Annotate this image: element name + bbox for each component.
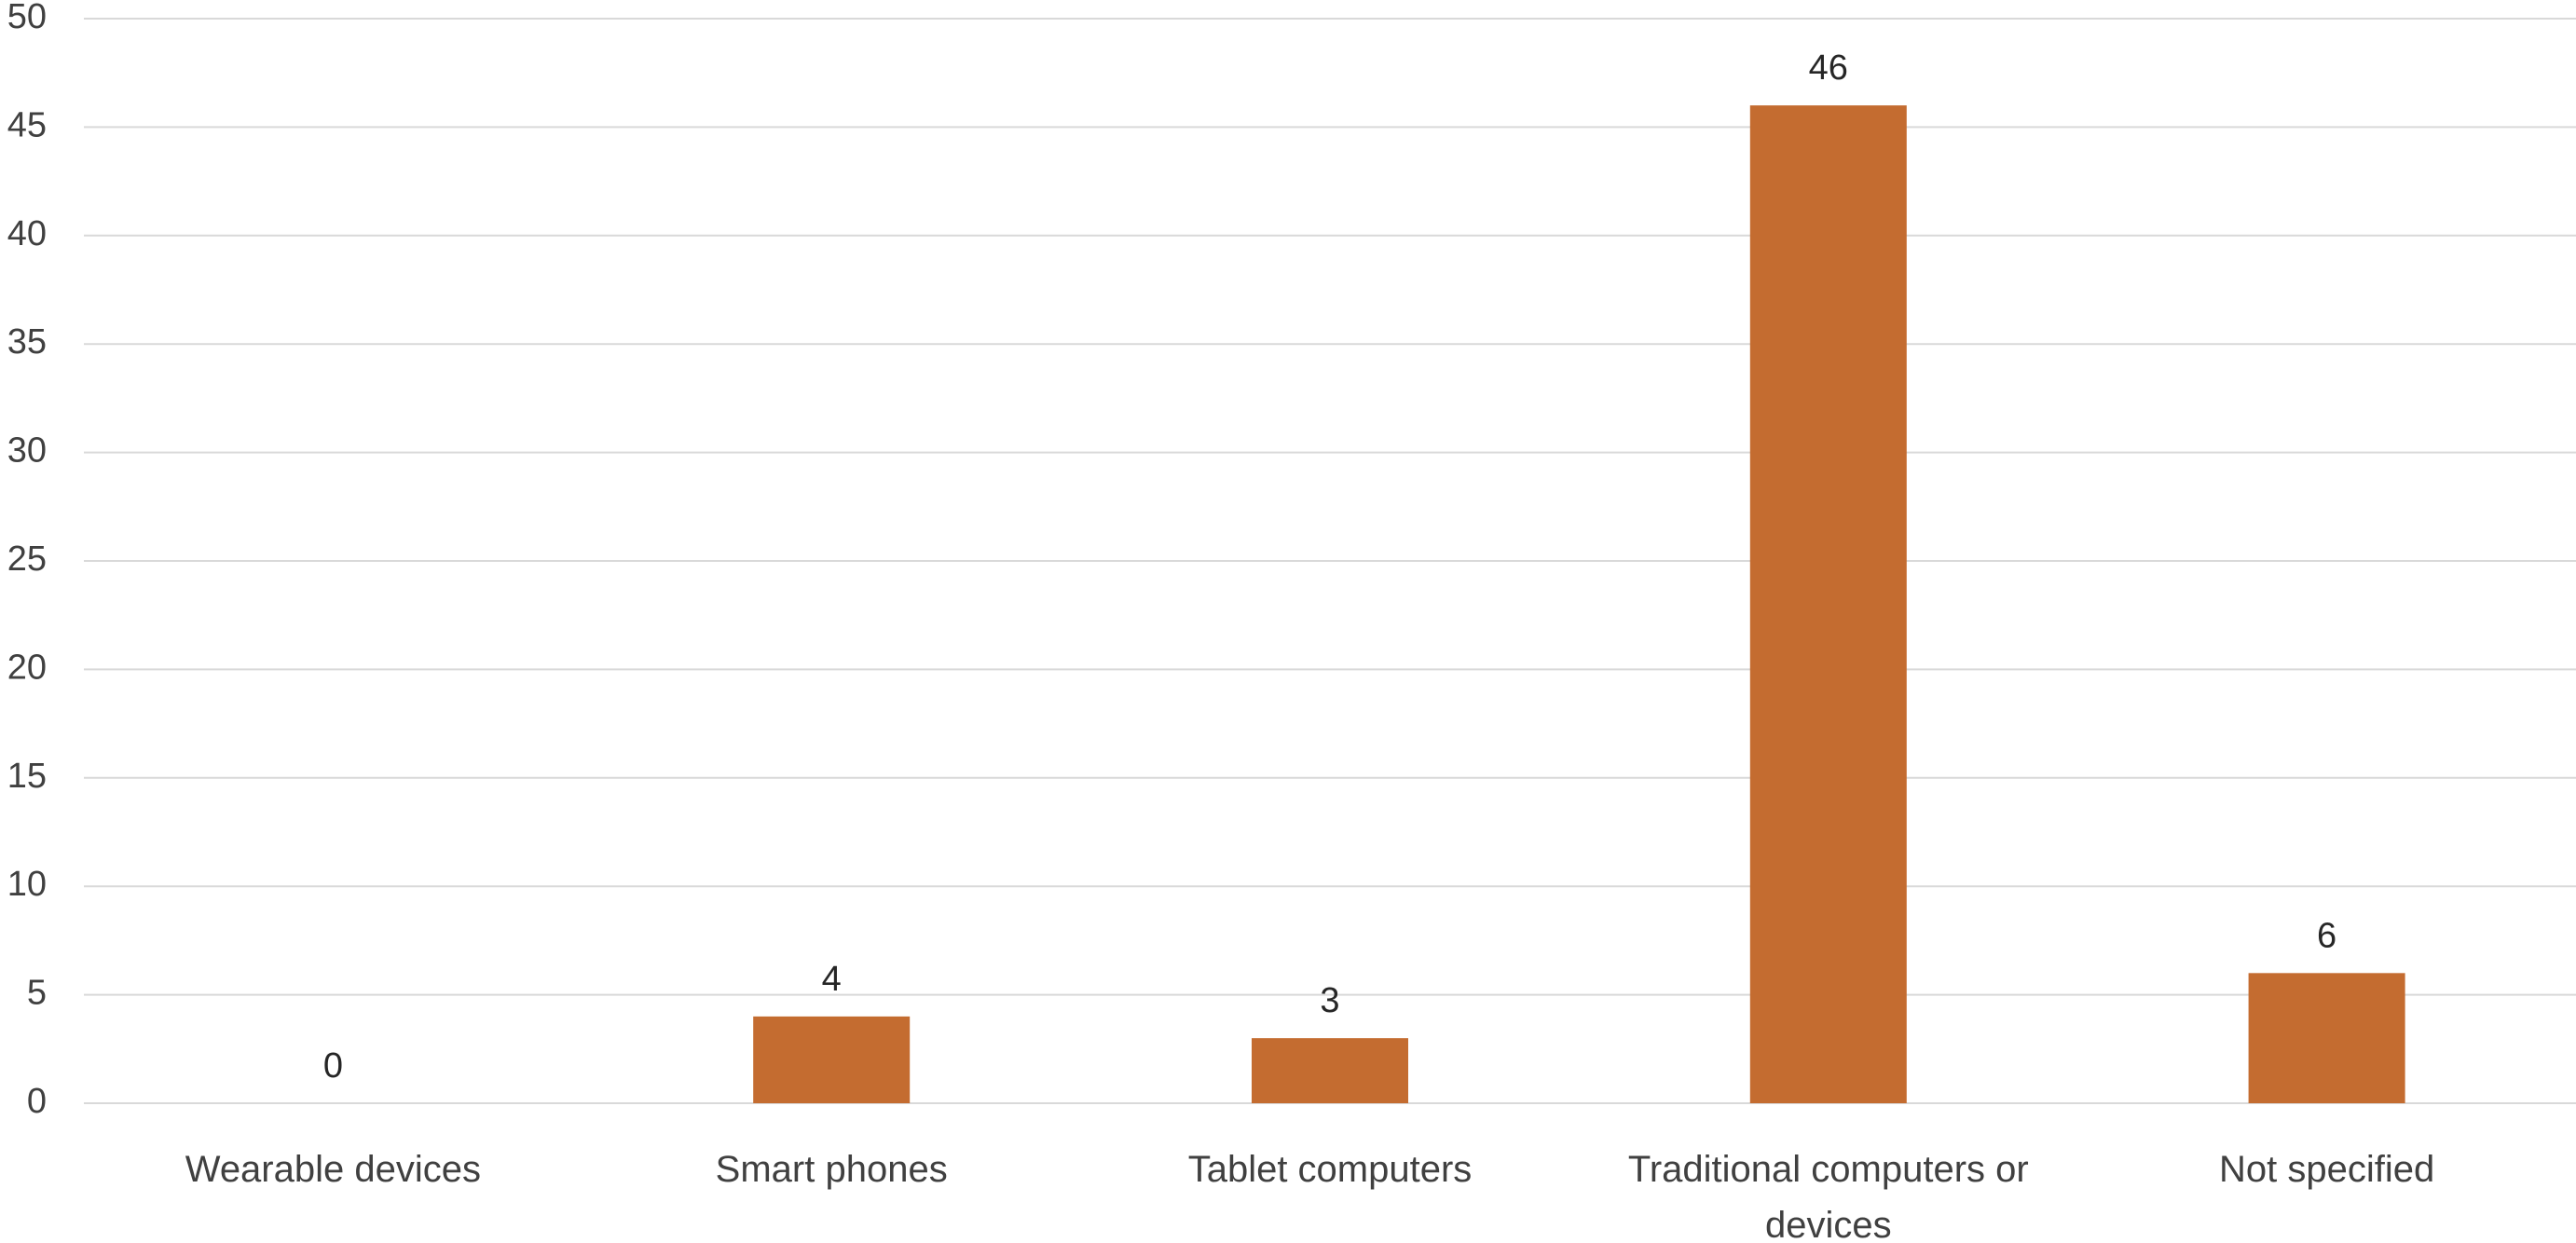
gridlines bbox=[84, 18, 2576, 1104]
y-tick-label: 50 bbox=[7, 0, 47, 36]
x-category-label-line: devices bbox=[1765, 1205, 1892, 1243]
bar bbox=[1252, 1038, 1408, 1103]
x-axis-category-labels: Wearable devices Smart phones Tablet compu… bbox=[185, 1149, 2434, 1243]
data-label: 46 bbox=[1809, 48, 1848, 88]
y-tick-label: 20 bbox=[7, 648, 47, 687]
data-label: 4 bbox=[822, 960, 842, 999]
bars bbox=[753, 105, 2405, 1104]
y-tick-label: 30 bbox=[7, 431, 47, 471]
y-tick-label: 10 bbox=[7, 865, 47, 904]
bar bbox=[753, 1016, 911, 1103]
x-category-label-line: Tablet computers bbox=[1188, 1149, 1473, 1190]
y-tick-label: 45 bbox=[7, 105, 47, 144]
x-category-label: Wearable devices bbox=[185, 1149, 481, 1190]
bar bbox=[2248, 973, 2405, 1103]
data-label: 3 bbox=[1320, 981, 1339, 1020]
x-category-label-line: Wearable devices bbox=[185, 1149, 481, 1190]
data-labels: 0 4 3 46 6 bbox=[323, 48, 2336, 1086]
y-tick-label: 25 bbox=[7, 540, 47, 579]
x-category-label-line: Traditional computers or bbox=[1628, 1149, 2029, 1190]
x-category-label: Smart phones bbox=[716, 1149, 948, 1190]
x-category-label: Traditional computers or devices bbox=[1628, 1149, 2029, 1243]
y-axis-tick-labels: 0 5 10 15 20 25 30 35 40 45 50 bbox=[7, 0, 47, 1121]
y-tick-label: 40 bbox=[7, 214, 47, 253]
x-category-label: Tablet computers bbox=[1188, 1149, 1473, 1190]
x-category-label-line: Smart phones bbox=[716, 1149, 948, 1190]
y-tick-label: 15 bbox=[7, 757, 47, 796]
x-category-label-line: Not specified bbox=[2219, 1149, 2434, 1190]
y-tick-label: 5 bbox=[27, 974, 47, 1013]
data-label: 0 bbox=[323, 1046, 343, 1086]
y-tick-label: 35 bbox=[7, 322, 47, 362]
y-tick-label: 0 bbox=[27, 1082, 47, 1121]
bar bbox=[1749, 105, 1907, 1104]
data-label: 6 bbox=[2317, 916, 2336, 955]
x-category-label: Not specified bbox=[2219, 1149, 2434, 1190]
